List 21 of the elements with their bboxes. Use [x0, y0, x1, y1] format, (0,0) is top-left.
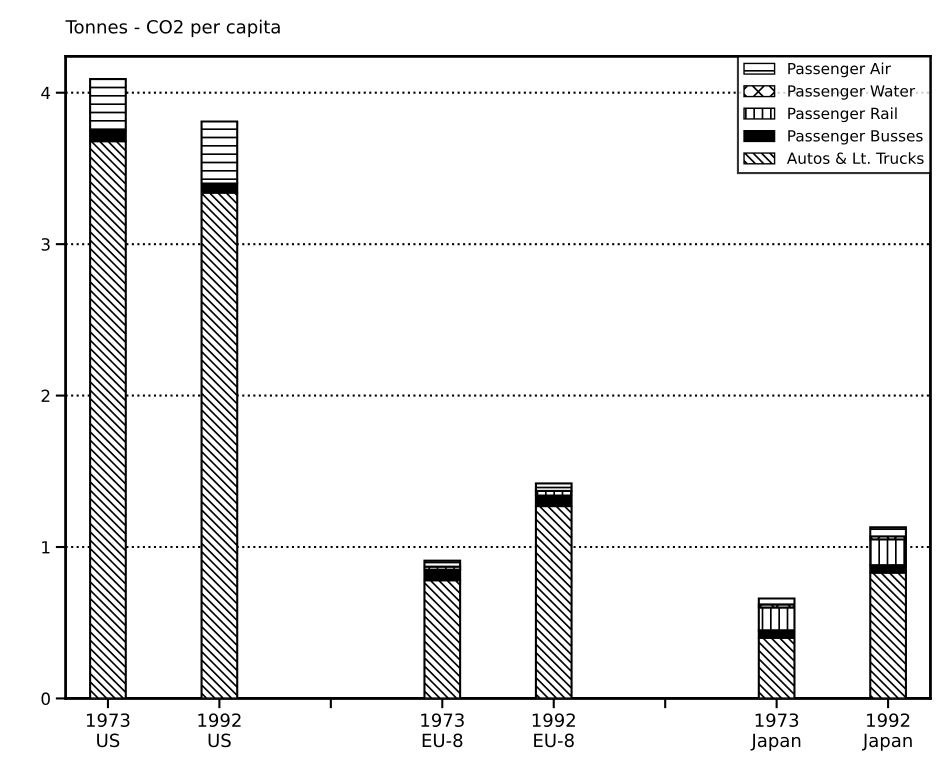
x-tick-label: 1992 US — [198, 713, 241, 748]
bar — [423, 560, 462, 568]
y-tick-label: 0 — [42, 692, 50, 706]
x-tick-label: 1973 US — [86, 713, 130, 748]
bar — [758, 597, 796, 606]
x-tick-label: 1992 Japan — [862, 713, 912, 751]
bar — [869, 526, 907, 538]
legend-label: Passenger Busses — [788, 130, 923, 145]
x-tick-label: 1992 EU-8 — [532, 713, 575, 748]
y-tick-label: 2 — [42, 390, 50, 402]
legend-label: Passenger Air — [788, 62, 891, 78]
bar — [534, 482, 573, 492]
legend-label: Passenger Water — [788, 85, 916, 100]
y-axis-title: Tonnes - CO2 per capita — [66, 20, 280, 38]
y-tick-label: 3 — [42, 238, 50, 251]
legend-label: Passenger Rail — [788, 107, 897, 122]
y-tick-label: 1 — [42, 541, 50, 554]
legend-label: Autos & Lt. Trucks — [786, 152, 924, 164]
y-tick-label: 4 — [41, 86, 50, 100]
x-tick-label: 1973 EU-8 — [421, 713, 464, 748]
x-tick-label: 1973 Japan — [750, 713, 800, 751]
